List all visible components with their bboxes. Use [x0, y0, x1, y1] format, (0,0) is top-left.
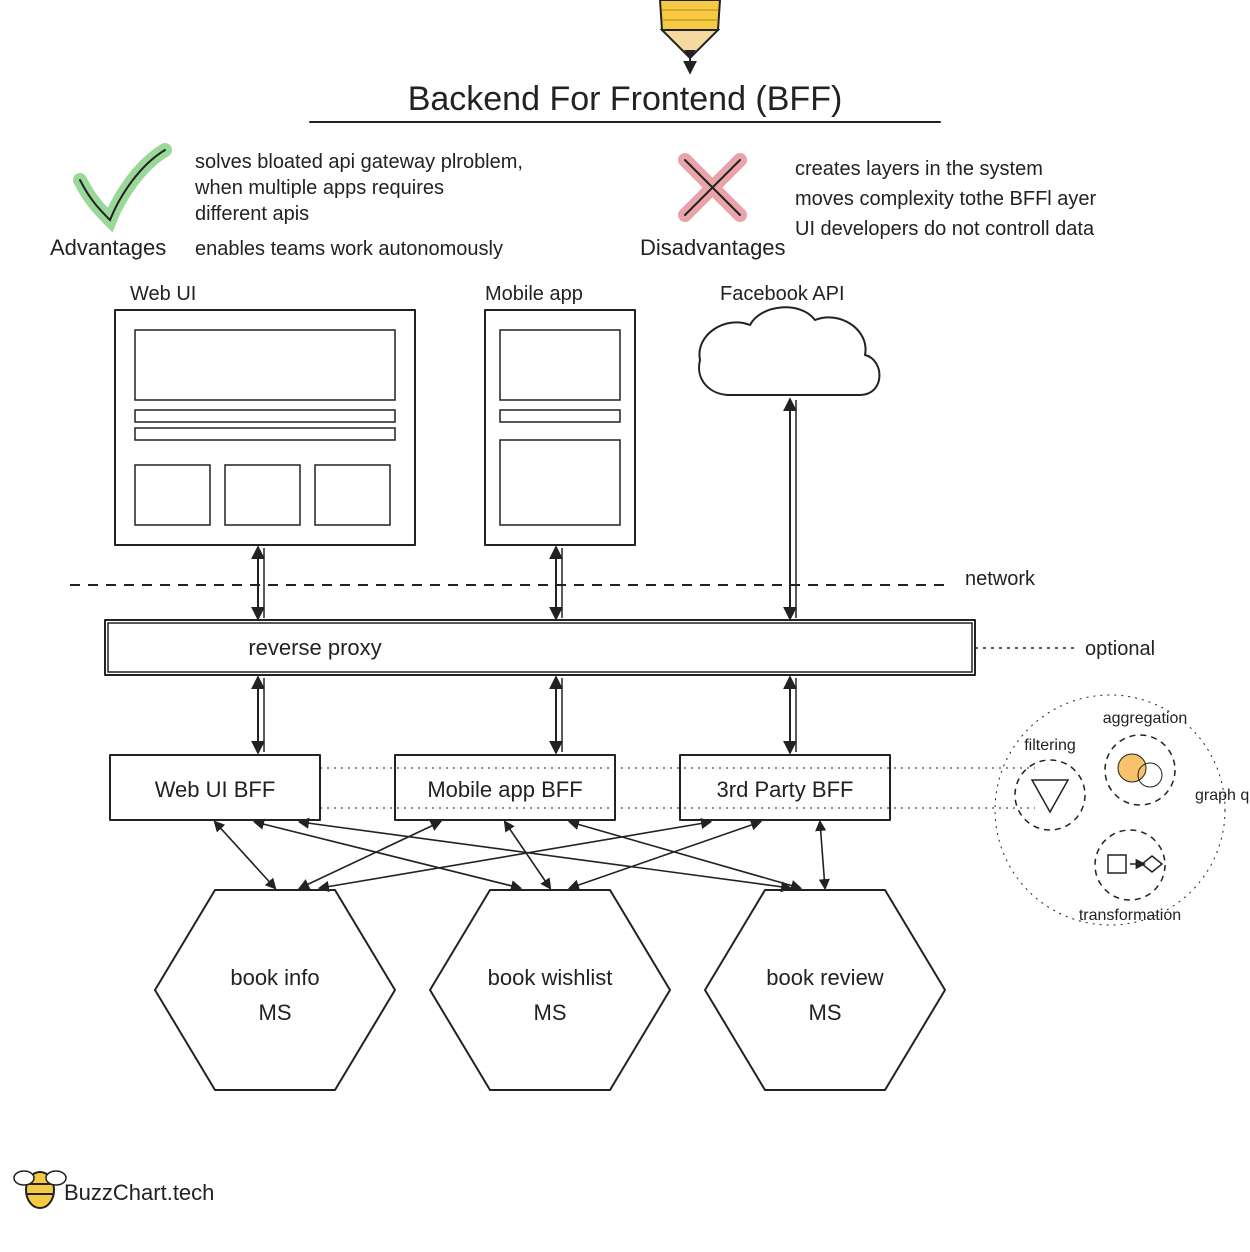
- web-ui-client: Web UI: [115, 283, 415, 545]
- mobile-app-label: Mobile app: [485, 283, 583, 305]
- advantages-line-0: solves bloated api gateway plroblem,: [195, 151, 523, 173]
- mobile-bff-label: Mobile app BFF: [427, 777, 582, 802]
- aside-graphql: graph ql: [1195, 787, 1250, 804]
- reverse-proxy-label: reverse proxy: [248, 635, 381, 660]
- book-review-label-top: book review: [766, 965, 884, 990]
- arrows-vertical: [258, 400, 796, 752]
- cross-icon: [685, 160, 740, 215]
- microservices-row: book info MS book wishlist MS book revie…: [155, 890, 945, 1090]
- book-info-ms: book info MS: [155, 890, 395, 1090]
- disadvantages-block: Disadvantages creates layers in the syst…: [640, 158, 1097, 260]
- web-bff-label: Web UI BFF: [155, 777, 276, 802]
- aside-filtering: filtering: [1024, 737, 1076, 754]
- network-label: network: [965, 568, 1036, 590]
- page-title: Backend For Frontend (BFF): [408, 80, 843, 118]
- web-ui-label: Web UI: [130, 283, 196, 305]
- advantages-line-1: when multiple apps requires: [194, 177, 444, 199]
- bff-row: Web UI BFF Mobile app BFF 3rd Party BFF: [110, 755, 890, 820]
- book-review-label-bottom: MS: [809, 1000, 842, 1025]
- disadvantages-line-2: UI developers do not controll data: [795, 218, 1095, 240]
- book-wishlist-label-top: book wishlist: [488, 965, 613, 990]
- advantages-block: Advantages solves bloated api gateway pl…: [50, 150, 523, 260]
- footer-text: BuzzChart.tech: [64, 1180, 214, 1205]
- arrows-mesh: [215, 822, 825, 888]
- bff-diagram: Backend For Frontend (BFF) Advantages so…: [0, 0, 1250, 1252]
- third-bff-label: 3rd Party BFF: [717, 777, 854, 802]
- advantages-heading: Advantages: [50, 235, 166, 260]
- bff-aside: filtering aggregation graph ql transform…: [995, 695, 1250, 925]
- disadvantages-line-0: creates layers in the system: [795, 158, 1043, 180]
- book-info-label-top: book info: [230, 965, 319, 990]
- book-wishlist-label-bottom: MS: [534, 1000, 567, 1025]
- disadvantages-heading: Disadvantages: [640, 235, 786, 260]
- aside-transformation: transformation: [1079, 907, 1181, 924]
- book-wishlist-ms: book wishlist MS: [430, 890, 670, 1090]
- mobile-app-client: Mobile app: [485, 283, 635, 545]
- cloud-icon: [699, 307, 879, 395]
- footer-logo: BuzzChart.tech: [14, 1171, 214, 1208]
- optional-note: optional: [1085, 638, 1155, 660]
- aside-aggregation: aggregation: [1103, 710, 1188, 727]
- book-review-ms: book review MS: [705, 890, 945, 1090]
- advantages-line-3: enables teams work autonomously: [195, 238, 503, 260]
- pencil-icon: [660, 0, 720, 72]
- disadvantages-line-1: moves complexity tothe BFFl ayer: [795, 188, 1097, 210]
- reverse-proxy-box: reverse proxy: [105, 620, 975, 675]
- advantages-line-2: different apis: [195, 203, 309, 225]
- facebook-api-client: Facebook API: [699, 283, 879, 395]
- facebook-api-label: Facebook API: [720, 283, 845, 305]
- book-info-label-bottom: MS: [259, 1000, 292, 1025]
